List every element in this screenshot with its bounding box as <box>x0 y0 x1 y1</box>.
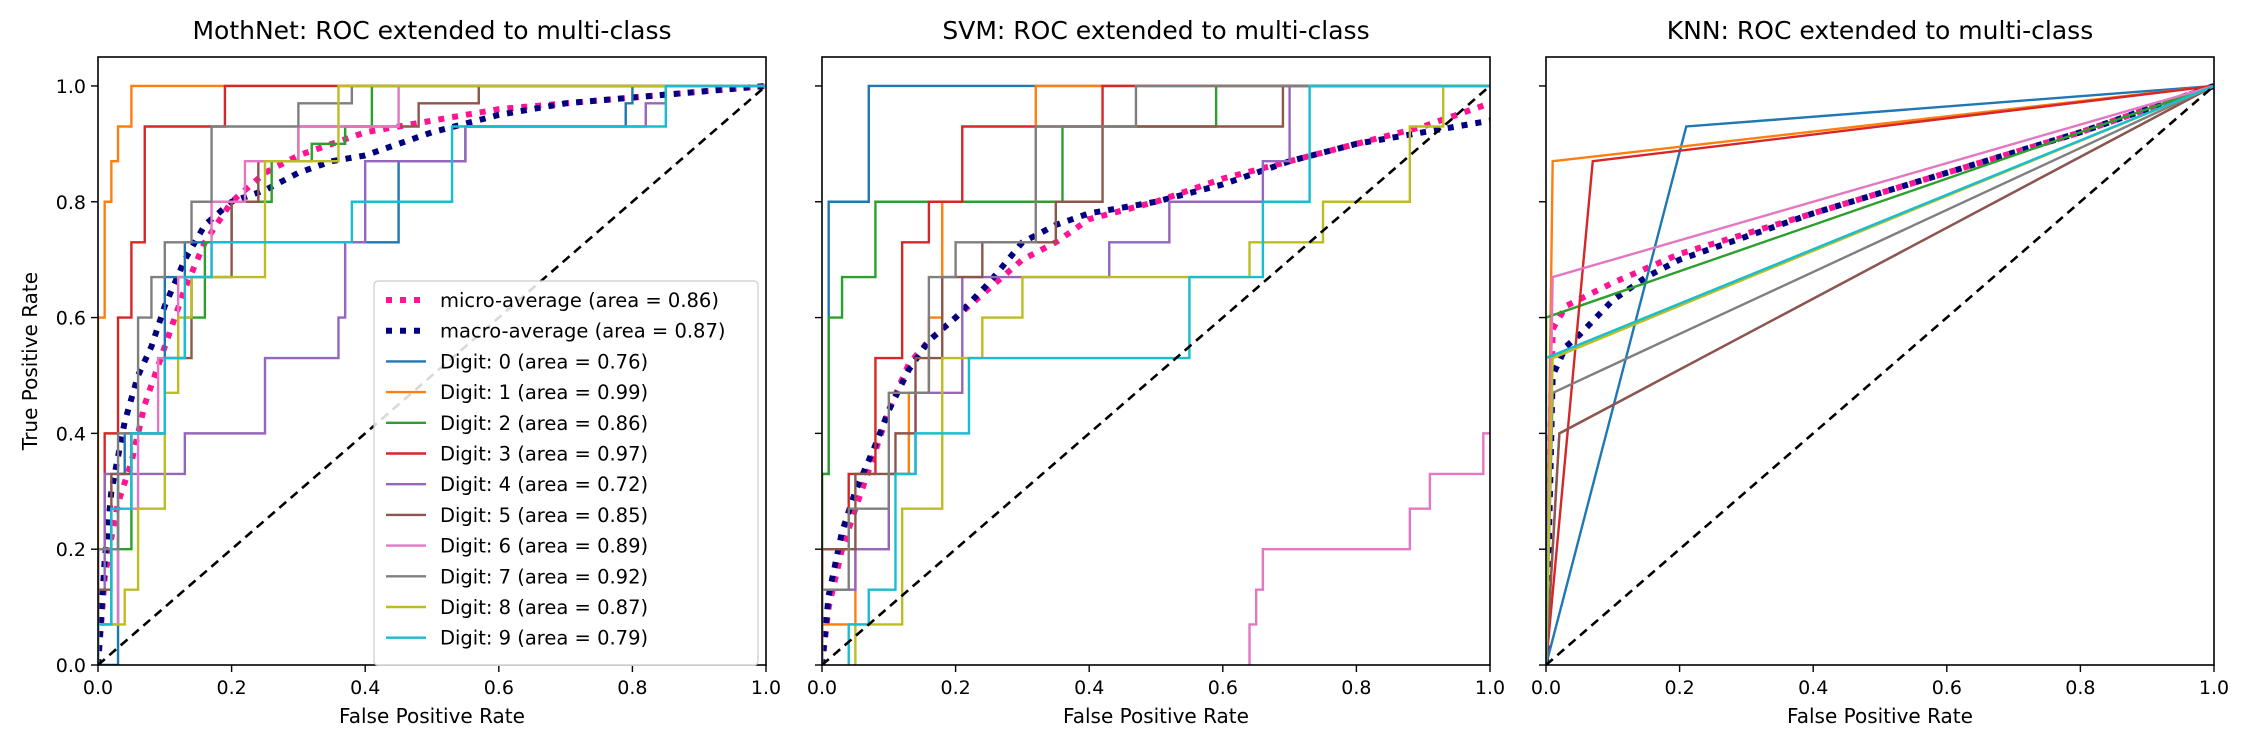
x-tick-label: 0.8 <box>2065 677 2095 699</box>
y-tick-label: 0.4 <box>56 423 86 445</box>
series-line-10 <box>98 84 766 665</box>
legend-label: Digit: 6 (area = 0.89) <box>440 535 648 558</box>
series-line-0 <box>822 100 1490 665</box>
axes-frame <box>821 56 1491 666</box>
series-line-4 <box>1546 84 2214 665</box>
x-tick-label: 0.4 <box>1798 677 1828 699</box>
legend-label: micro-average (area = 0.86) <box>440 289 719 312</box>
plot-area <box>822 84 1490 665</box>
chance-diagonal <box>822 84 1490 665</box>
series-line-2 <box>822 84 1490 665</box>
series-line-0 <box>1546 83 2214 665</box>
x-tick-label: 0.0 <box>807 677 837 699</box>
roc-panel-2: 0.0 0.2 0.4 0.6 0.8 1.0 SVM: ROC extended to m… <box>807 16 1505 728</box>
x-tick-label: 0.4 <box>350 677 380 699</box>
legend-box <box>373 280 759 666</box>
series-line-11 <box>1546 84 2214 665</box>
legend-label: Digit: 2 (area = 0.86) <box>440 412 648 435</box>
series-line-7 <box>1546 84 2214 665</box>
legend-label: Digit: 7 (area = 0.92) <box>440 565 648 588</box>
x-tick-label: 0.2 <box>216 677 246 699</box>
axes-frame <box>1545 56 2215 666</box>
legend-label: Digit: 3 (area = 0.97) <box>440 443 648 466</box>
chart-title: SVM: ROC extended to multi-class <box>942 16 1369 45</box>
legend: micro-average (area = 0.86) macro-average… <box>373 280 759 666</box>
series-line-10 <box>854 84 1490 665</box>
x-tick-label: 0.8 <box>1341 677 1371 699</box>
series-line-2 <box>1546 84 2214 665</box>
x-tick-label: 1.0 <box>751 677 781 699</box>
series-line-11 <box>98 84 766 665</box>
legend-label: Digit: 4 (area = 0.72) <box>440 473 648 496</box>
legend-label: Digit: 5 (area = 0.85) <box>440 504 648 527</box>
series-line-1 <box>98 82 766 665</box>
series-line-11 <box>847 84 1490 665</box>
roc-panel-3: 0.0 0.2 0.4 0.6 0.8 1.0 KNN: ROC extended to m… <box>1531 16 2229 728</box>
legend-label: Digit: 9 (area = 0.79) <box>440 627 648 650</box>
plot-area <box>98 82 766 665</box>
x-tick-label: 1.0 <box>1475 677 1505 699</box>
x-tick-label: 0.4 <box>1074 677 1104 699</box>
plot-area <box>1546 83 2214 665</box>
y-tick-label: 0.2 <box>56 539 86 561</box>
chart-title: KNN: ROC extended to multi-class <box>1667 16 2093 45</box>
y-tick-label: 0.0 <box>56 655 86 677</box>
x-tick-label: 0.6 <box>484 677 514 699</box>
roc-panel-1: 0.0 0.2 0.4 0.6 0.8 1.0 0.0 0.2 0.4 0.6 0.8 1.0 Moth… <box>18 16 781 728</box>
x-tick-label: 0.6 <box>1208 677 1238 699</box>
x-tick-label: 0.2 <box>1664 677 1694 699</box>
series-line-8 <box>1248 432 1490 665</box>
legend-label: macro-average (area = 0.87) <box>440 320 725 343</box>
x-tick-label: 1.0 <box>2199 677 2229 699</box>
legend-label: Digit: 1 (area = 0.99) <box>440 381 648 404</box>
x-tick-label: 0.0 <box>83 677 113 699</box>
x-tick-label: 0.6 <box>1932 677 1962 699</box>
series-line-5 <box>1546 84 2214 665</box>
y-tick-label: 0.8 <box>56 192 86 214</box>
series-line-1 <box>1546 83 2214 665</box>
y-tick-label: 0.6 <box>56 308 86 330</box>
series-line-3 <box>98 84 766 665</box>
y-axis-label: True Positive Rate <box>18 272 42 451</box>
x-axis-label: False Positive Rate <box>1787 704 1973 728</box>
x-axis-label: False Positive Rate <box>339 704 525 728</box>
legend-label: Digit: 0 (area = 0.76) <box>440 350 648 373</box>
x-axis-label: False Positive Rate <box>1063 704 1249 728</box>
x-tick-label: 0.0 <box>1531 677 1561 699</box>
series-line-0 <box>98 82 766 665</box>
x-tick-label: 0.2 <box>940 677 970 699</box>
y-tick-label: 1.0 <box>56 76 86 98</box>
series-line-9 <box>98 84 766 665</box>
series-line-9 <box>822 84 1490 665</box>
series-line-4 <box>98 84 766 665</box>
x-tick-label: 0.8 <box>617 677 647 699</box>
chance-diagonal <box>1546 84 2214 665</box>
legend-label: Digit: 8 (area = 0.87) <box>440 596 648 619</box>
chart-title: MothNet: ROC extended to multi-class <box>192 16 671 45</box>
